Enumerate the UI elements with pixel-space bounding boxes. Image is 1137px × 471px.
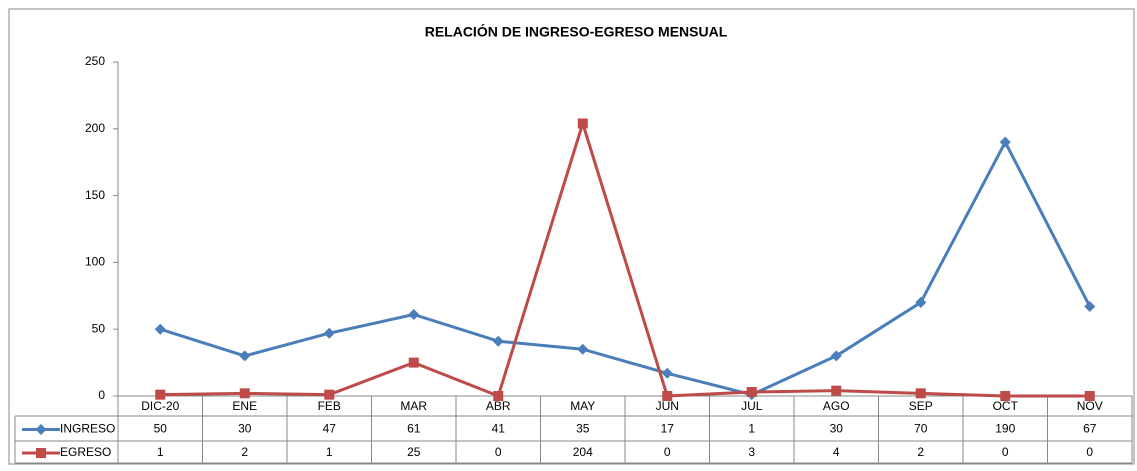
y-tick-label: 250 <box>85 54 105 68</box>
point <box>830 350 842 362</box>
x-tick-label: SEP <box>909 399 933 413</box>
point <box>35 424 47 435</box>
point <box>661 367 673 379</box>
chart-title: RELACIÓN DE INGRESO-EGRESO MENSUAL <box>425 23 728 40</box>
table-value: 67 <box>1083 422 1097 436</box>
point <box>492 335 504 347</box>
x-tick-label: AGO <box>823 399 850 413</box>
table-value: 35 <box>576 422 590 436</box>
x-tick-label: ABR <box>486 399 511 413</box>
point <box>408 357 419 368</box>
y-tick-label: 0 <box>98 388 105 402</box>
y-tick-label: 150 <box>85 188 105 202</box>
x-tick-label: ENE <box>232 399 257 413</box>
table-value: 0 <box>495 445 502 459</box>
table-value: 4 <box>833 445 840 459</box>
table-value: 1 <box>748 422 755 436</box>
table-value: 50 <box>154 422 168 436</box>
x-tick-label: DIC-20 <box>141 399 179 413</box>
chart-frame <box>8 8 1135 465</box>
table-value: 1 <box>326 445 333 459</box>
point <box>154 323 166 335</box>
point <box>323 327 335 339</box>
table-value: 70 <box>914 422 928 436</box>
point <box>493 391 504 401</box>
point <box>999 136 1011 148</box>
y-tick-label: 200 <box>85 121 105 135</box>
table-value: 41 <box>492 422 506 436</box>
table-value: 47 <box>323 422 337 436</box>
point <box>324 389 335 400</box>
point <box>239 388 250 399</box>
point <box>36 448 46 458</box>
point <box>155 389 166 400</box>
table-value: 61 <box>407 422 421 436</box>
point <box>915 388 926 399</box>
y-tick-label: 100 <box>85 255 105 269</box>
x-tick-label: MAY <box>570 399 595 413</box>
point <box>915 296 927 308</box>
x-tick-label: OCT <box>993 399 1019 413</box>
series-line <box>159 140 1092 397</box>
table-value: 0 <box>1086 445 1093 459</box>
x-tick-label: NOV <box>1077 399 1103 413</box>
table-value: 2 <box>917 445 924 459</box>
point <box>577 118 588 129</box>
x-tick-label: MAR <box>400 399 427 413</box>
legend-label: EGRESO <box>60 445 111 459</box>
table-value: 3 <box>748 445 755 459</box>
table-value: 30 <box>238 422 252 436</box>
table-value: 30 <box>830 422 844 436</box>
table-value: 204 <box>573 445 593 459</box>
table-value: 190 <box>995 422 1015 436</box>
y-tick-label: 50 <box>92 321 106 335</box>
point <box>1000 391 1011 401</box>
table-value: 1 <box>157 445 164 459</box>
series-line <box>160 121 1090 398</box>
point <box>408 309 420 321</box>
point <box>1084 391 1095 401</box>
table-value: 25 <box>407 445 421 459</box>
x-tick-label: JUN <box>656 399 679 413</box>
table-value: 0 <box>1002 445 1009 459</box>
point <box>831 385 842 396</box>
point <box>746 386 757 397</box>
point <box>1084 300 1096 312</box>
x-tick-label: FEB <box>318 399 341 413</box>
legend-label: INGRESO <box>60 422 115 436</box>
x-tick-label: JUL <box>741 399 763 413</box>
point <box>239 350 251 362</box>
table-value: 2 <box>241 445 248 459</box>
point <box>577 343 589 355</box>
table-value: 17 <box>661 422 675 436</box>
table-value: 0 <box>664 445 671 459</box>
point <box>662 391 673 401</box>
